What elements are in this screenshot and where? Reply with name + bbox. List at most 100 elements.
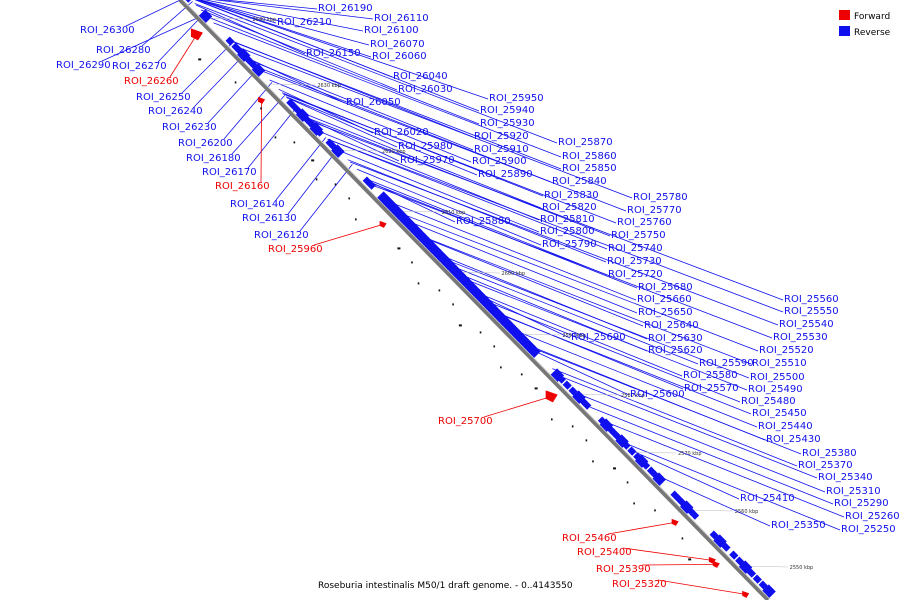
feature-label[interactable]: ROI_25800	[540, 226, 595, 237]
feature-label[interactable]: ROI_25540	[779, 319, 834, 330]
feature-label[interactable]: ROI_25370	[798, 460, 853, 471]
callout-line	[535, 351, 630, 396]
feature-label[interactable]: ROI_25920	[474, 131, 529, 142]
feature-label[interactable]: ROI_25410	[740, 493, 795, 504]
feature-label[interactable]: ROI_25980	[398, 141, 453, 152]
feature-label[interactable]: ROI_26160	[215, 181, 270, 192]
reverse-feature-glyph	[641, 460, 651, 470]
reverse-feature-glyph	[314, 127, 324, 137]
feature-label[interactable]: ROI_26070	[370, 39, 425, 50]
feature-label[interactable]: ROI_26200	[178, 138, 233, 149]
feature-label[interactable]: ROI_25650	[638, 307, 693, 318]
feature-label[interactable]: ROI_25320	[612, 579, 667, 590]
feature-label[interactable]: ROI_26180	[186, 153, 241, 164]
feature-label[interactable]: ROI_25750	[611, 230, 666, 241]
feature-label[interactable]: ROI_26050	[346, 97, 401, 108]
feature-label[interactable]: ROI_26230	[162, 122, 217, 133]
feature-label[interactable]: ROI_26260	[124, 76, 179, 87]
feature-label[interactable]: ROI_25390	[596, 564, 651, 575]
minor-feature-mark	[613, 467, 617, 470]
feature-label[interactable]: ROI_26100	[364, 25, 419, 36]
feature-label[interactable]: ROI_25860	[562, 151, 617, 162]
feature-label[interactable]: ROI_25590	[699, 358, 754, 369]
feature-label[interactable]: ROI_26190	[318, 3, 373, 14]
feature-label[interactable]: ROI_25880	[456, 216, 511, 227]
feature-label[interactable]: ROI_25690	[571, 332, 626, 343]
feature-label[interactable]: ROI_25720	[608, 269, 663, 280]
feature-label[interactable]: ROI_25310	[826, 486, 881, 497]
feature-label[interactable]: ROI_25820	[542, 202, 597, 213]
feature-label[interactable]: ROI_25260	[845, 511, 900, 522]
feature-label[interactable]: ROI_25620	[648, 345, 703, 356]
feature-label[interactable]: ROI_25810	[540, 214, 595, 225]
feature-label[interactable]: ROI_26040	[393, 71, 448, 82]
feature-label[interactable]: ROI_25760	[617, 217, 672, 228]
feature-label[interactable]: ROI_25430	[766, 434, 821, 445]
feature-label[interactable]: ROI_25520	[759, 345, 814, 356]
feature-label[interactable]: ROI_26280	[96, 45, 151, 56]
callout-line	[101, 14, 206, 62]
feature-label[interactable]: ROI_25840	[552, 176, 607, 187]
feature-label[interactable]: ROI_26290	[56, 60, 111, 71]
feature-label[interactable]: ROI_26170	[202, 167, 257, 178]
feature-label[interactable]: ROI_25560	[784, 294, 839, 305]
feature-label[interactable]: ROI_26120	[254, 230, 309, 241]
feature-label[interactable]: ROI_25500	[750, 372, 805, 383]
feature-label[interactable]: ROI_25900	[472, 156, 527, 167]
feature-label[interactable]: ROI_26240	[148, 106, 203, 117]
feature-label[interactable]: ROI_26020	[374, 127, 429, 138]
feature-label[interactable]: ROI_25630	[648, 333, 703, 344]
feature-label[interactable]: ROI_25480	[741, 396, 796, 407]
feature-label[interactable]: ROI_26140	[230, 199, 285, 210]
feature-label[interactable]: ROI_25740	[608, 243, 663, 254]
feature-label[interactable]: ROI_25460	[562, 533, 617, 544]
feature-label[interactable]: ROI_25510	[752, 358, 807, 369]
feature-label[interactable]: ROI_26110	[374, 13, 429, 24]
feature-label[interactable]: ROI_26250	[136, 92, 191, 103]
genome-caption: Roseburia intestinalis M50/1 draft genom…	[318, 581, 573, 591]
feature-label[interactable]: ROI_25960	[268, 244, 323, 255]
feature-label[interactable]: ROI_25890	[478, 169, 533, 180]
feature-label[interactable]: ROI_25770	[627, 205, 682, 216]
feature-label[interactable]: ROI_26270	[112, 61, 167, 72]
feature-label[interactable]: ROI_25450	[752, 408, 807, 419]
feature-label[interactable]: ROI_26150	[306, 48, 361, 59]
feature-label[interactable]: ROI_26300	[80, 25, 135, 36]
feature-label[interactable]: ROI_25250	[841, 524, 896, 535]
feature-label[interactable]: ROI_25380	[802, 448, 857, 459]
feature-label[interactable]: ROI_25950	[489, 93, 544, 104]
feature-label[interactable]: ROI_25550	[784, 306, 839, 317]
feature-label[interactable]: ROI_25490	[748, 384, 803, 395]
feature-label[interactable]: ROI_25730	[607, 256, 662, 267]
feature-label[interactable]: ROI_25850	[562, 163, 617, 174]
feature-label[interactable]: ROI_25870	[558, 137, 613, 148]
feature-label[interactable]: ROI_25940	[480, 105, 535, 116]
feature-label[interactable]: ROI_25660	[637, 294, 692, 305]
feature-label[interactable]: ROI_25400	[577, 547, 632, 558]
callout-line	[478, 292, 683, 377]
feature-label[interactable]: ROI_25680	[638, 282, 693, 293]
feature-label[interactable]: ROI_26130	[242, 213, 297, 224]
feature-label[interactable]: ROI_25790	[542, 239, 597, 250]
feature-label[interactable]: ROI_25780	[633, 192, 688, 203]
feature-label[interactable]: ROI_25530	[773, 332, 828, 343]
feature-label[interactable]: ROI_25910	[474, 144, 529, 155]
callout-line	[423, 236, 752, 365]
feature-label[interactable]: ROI_25290	[834, 498, 889, 509]
feature-label[interactable]: ROI_26060	[372, 51, 427, 62]
feature-label[interactable]: ROI_25700	[438, 416, 493, 427]
feature-label[interactable]: ROI_26030	[398, 84, 453, 95]
feature-label[interactable]: ROI_26210	[277, 17, 332, 28]
feature-label[interactable]: ROI_25350	[771, 520, 826, 531]
feature-label[interactable]: ROI_25440	[758, 421, 813, 432]
feature-label[interactable]: ROI_25570	[684, 383, 739, 394]
feature-label[interactable]: ROI_25930	[480, 118, 535, 129]
feature-label[interactable]: ROI_25640	[644, 320, 699, 331]
feature-label[interactable]: ROI_25970	[400, 155, 455, 166]
feature-label[interactable]: ROI_25580	[683, 370, 738, 381]
feature-label[interactable]: ROI_25340	[818, 472, 873, 483]
minor-feature-mark	[315, 178, 318, 181]
feature-label[interactable]: ROI_25830	[544, 190, 599, 201]
feature-label[interactable]: ROI_25600	[630, 389, 685, 400]
